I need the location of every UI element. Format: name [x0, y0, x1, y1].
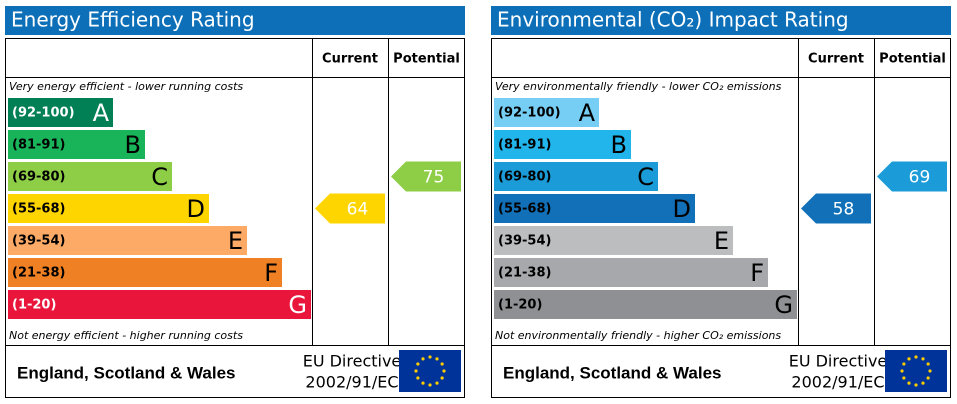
- eu-star: [428, 355, 432, 359]
- band-letter: D: [673, 195, 691, 223]
- eu-star: [442, 369, 446, 373]
- panel-title: Environmental (CO₂) Impact Rating: [497, 8, 849, 32]
- eu-star: [435, 357, 439, 361]
- band-letter: F: [264, 259, 278, 287]
- band-letter: A: [579, 99, 596, 127]
- eu-star: [902, 376, 906, 380]
- band-bar: [8, 98, 113, 127]
- band-bar: [494, 194, 695, 223]
- bottom-note: Not energy efficient - higher running co…: [9, 329, 243, 342]
- band-letter: D: [187, 195, 205, 223]
- rating-value: 75: [423, 168, 445, 188]
- column-header: Potential: [393, 52, 460, 67]
- title-bar: [491, 6, 951, 35]
- column-header: Current: [808, 52, 864, 67]
- band-bar: [494, 130, 631, 159]
- eu-star: [416, 362, 420, 366]
- top-note: Very environmentally friendly - lower CO…: [495, 80, 782, 93]
- eu-star: [921, 357, 925, 361]
- band-bar: [8, 226, 247, 255]
- rating-arrow: [801, 193, 871, 224]
- band-letter: E: [228, 227, 243, 255]
- rating-arrow: [391, 161, 461, 192]
- band-letter: F: [750, 259, 764, 287]
- footer-region: England, Scotland & Wales: [503, 363, 722, 382]
- eu-star: [428, 383, 432, 387]
- band-bar: [8, 290, 311, 319]
- eu-star: [414, 369, 418, 373]
- band-range: (81-91): [12, 138, 65, 153]
- eu-star: [907, 357, 911, 361]
- panel-title: Energy Efficiency Rating: [11, 8, 255, 32]
- panel-frame: [491, 38, 951, 398]
- band-letter: A: [93, 99, 110, 127]
- eu-star: [435, 381, 439, 385]
- rating-value: 58: [833, 200, 855, 220]
- eu-star: [421, 357, 425, 361]
- band-letter: C: [637, 163, 654, 191]
- band-letter: G: [288, 291, 307, 319]
- band-bar: [8, 194, 209, 223]
- band-range: (81-91): [498, 138, 551, 153]
- directive: 2002/91/EC: [305, 373, 398, 392]
- panel-frame: [5, 38, 465, 398]
- band-range: (39-54): [12, 234, 65, 249]
- eu-star: [900, 369, 904, 373]
- eu-star: [921, 381, 925, 385]
- band-bar: [8, 258, 282, 287]
- band-letter: E: [714, 227, 729, 255]
- band-range: (92-100): [12, 106, 75, 121]
- band-letter: B: [125, 131, 141, 159]
- band-range: (21-38): [498, 266, 551, 281]
- rating-arrow: [877, 161, 947, 192]
- top-note: Very energy efficient - lower running co…: [9, 80, 243, 93]
- eu-star: [440, 376, 444, 380]
- band-letter: B: [611, 131, 627, 159]
- band-letter: C: [151, 163, 168, 191]
- directive: 2002/91/EC: [791, 373, 884, 392]
- band-bar: [494, 258, 768, 287]
- eu-star: [440, 362, 444, 366]
- eu-star: [926, 362, 930, 366]
- directive: EU Directive: [303, 352, 402, 371]
- band-range: (69-80): [12, 170, 65, 185]
- directive: EU Directive: [789, 352, 888, 371]
- eu-star: [928, 369, 932, 373]
- band-bar: [494, 290, 797, 319]
- eu-star: [914, 383, 918, 387]
- bottom-note: Not environmentally friendly - higher CO…: [495, 329, 781, 342]
- rating-value: 64: [347, 200, 369, 220]
- rating-arrow: [315, 193, 385, 224]
- band-bar: [8, 162, 172, 191]
- band-range: (39-54): [498, 234, 551, 249]
- band-bar: [8, 130, 145, 159]
- footer-region: England, Scotland & Wales: [17, 363, 236, 382]
- eu-star: [907, 381, 911, 385]
- column-header: Current: [322, 52, 378, 67]
- band-range: (55-68): [12, 202, 65, 217]
- band-bar: [494, 98, 599, 127]
- eu-star: [421, 381, 425, 385]
- band-range: (92-100): [498, 106, 561, 121]
- eu-star: [416, 376, 420, 380]
- band-range: (1-20): [498, 298, 542, 313]
- eu-star: [926, 376, 930, 380]
- band-range: (21-38): [12, 266, 65, 281]
- band-range: (69-80): [498, 170, 551, 185]
- rating-value: 69: [909, 168, 931, 188]
- band-letter: G: [774, 291, 793, 319]
- eu-star: [914, 355, 918, 359]
- band-range: (55-68): [498, 202, 551, 217]
- band-bar: [494, 226, 733, 255]
- column-header: Potential: [879, 52, 946, 67]
- title-bar: [5, 6, 465, 35]
- eu-star: [902, 362, 906, 366]
- band-range: (1-20): [12, 298, 56, 313]
- band-bar: [494, 162, 658, 191]
